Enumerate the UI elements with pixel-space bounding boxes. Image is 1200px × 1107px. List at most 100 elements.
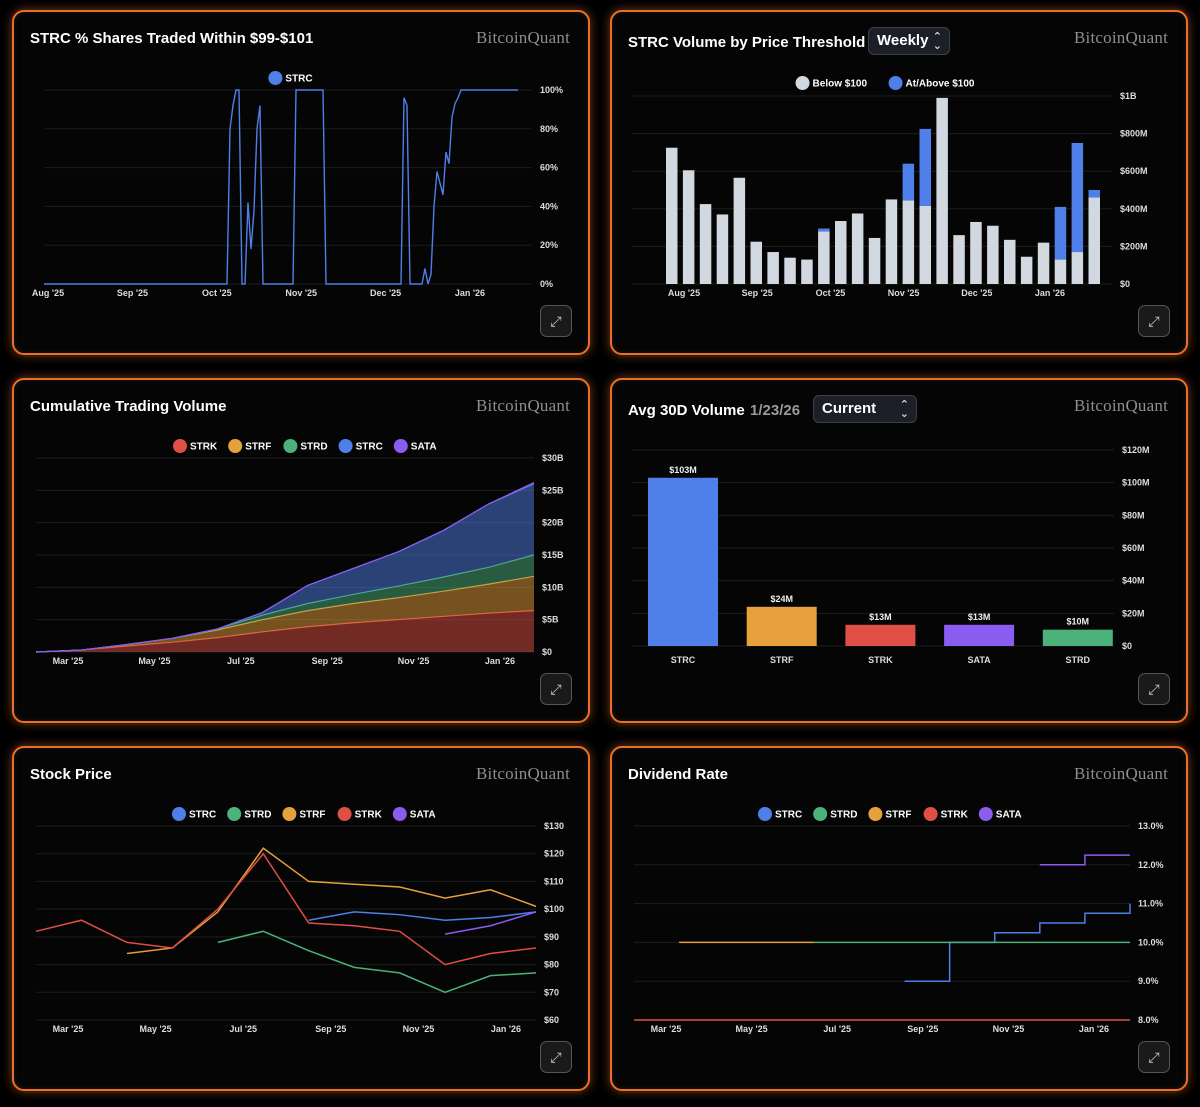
chart-strc-volume-threshold[interactable]: $0 $200M $400M $600M $800M $1B Aug '25 Sep '25 O… bbox=[612, 12, 1190, 357]
x-tick-label: Jan '26 bbox=[1079, 1024, 1109, 1034]
brand-logo: BitcoinQuant bbox=[476, 28, 570, 47]
legend-swatch bbox=[978, 807, 993, 821]
chart-subtitle-date: 1/23/26 bbox=[750, 402, 801, 419]
x-tick-label: Aug '25 bbox=[668, 288, 700, 298]
y-tick-label: $1B bbox=[1120, 91, 1137, 101]
legend-label: STRC bbox=[356, 442, 383, 453]
series-line-strd bbox=[217, 930, 537, 994]
chart-title: STRC % Shares Traded Within $99-$101 bbox=[30, 30, 314, 47]
period-select[interactable]: Current ⌃ ⌄ bbox=[813, 395, 917, 423]
legend-swatch bbox=[868, 807, 883, 821]
x-tick-label: Jan '26 bbox=[455, 288, 485, 298]
x-tick-label: Oct '25 bbox=[816, 288, 846, 298]
panel-dividend-rate: Dividend Rate BitcoinQuant 8.0% 9.0% 10.0%… bbox=[610, 746, 1188, 1091]
y-tick-label: $0 bbox=[542, 647, 552, 657]
expand-icon: ⤢ bbox=[550, 313, 562, 329]
legend-swatch bbox=[283, 439, 298, 453]
data-label: $24M bbox=[770, 594, 793, 604]
x-tick-label: STRK bbox=[868, 655, 893, 665]
y-tick-label: 10.0% bbox=[1138, 937, 1164, 947]
panel-strc-pct-within-range: STRC % Shares Traded Within $99-$101 Bit… bbox=[12, 10, 590, 355]
legend-swatch bbox=[923, 807, 938, 821]
bar-below-100 bbox=[902, 200, 915, 284]
bar-strf bbox=[746, 606, 817, 646]
y-tick-label: 13.0% bbox=[1138, 821, 1164, 831]
legend-label: STRC bbox=[189, 810, 216, 821]
legend-swatch bbox=[338, 439, 353, 453]
expand-button[interactable]: ⤢ bbox=[540, 673, 572, 705]
brand-logo: BitcoinQuant bbox=[1074, 764, 1168, 783]
bar-below-100 bbox=[1037, 242, 1050, 284]
y-tick-label: $60 bbox=[544, 1015, 559, 1025]
legend-swatch bbox=[337, 807, 352, 821]
x-tick-label: Nov '25 bbox=[285, 288, 317, 298]
legend-label: STRD bbox=[300, 442, 327, 453]
y-tick-label: 100% bbox=[540, 85, 563, 95]
bar-below-100 bbox=[868, 237, 881, 284]
legend-swatch bbox=[173, 439, 187, 453]
line-sata bbox=[35, 482, 535, 653]
chart-dividend-rate[interactable]: 8.0% 9.0% 10.0% 11.0% 12.0% 13.0% Mar '25 May '… bbox=[612, 748, 1190, 1093]
bar-below-100 bbox=[1071, 252, 1084, 284]
legend-swatch bbox=[268, 71, 283, 85]
y-tick-label: 20% bbox=[540, 240, 558, 250]
y-tick-label: 40% bbox=[540, 201, 558, 211]
bar-below-100 bbox=[1088, 197, 1100, 284]
y-tick-label: $600M bbox=[1120, 166, 1148, 176]
frequency-select[interactable]: Weekly ⌃ ⌄ bbox=[868, 27, 950, 55]
chart-title: STRC Volume by Price Threshold bbox=[628, 34, 866, 51]
bar-below-100 bbox=[970, 221, 982, 284]
series-line-strc bbox=[308, 911, 537, 921]
y-tick-label: 80% bbox=[540, 124, 558, 134]
x-tick-label: Dec '25 bbox=[961, 288, 992, 298]
chart-strc-pct-within-range[interactable]: 0% 20% 40% 60% 80% 100% Aug '25 Sep '25 Oct '25 N… bbox=[14, 12, 592, 357]
y-tick-label: 12.0% bbox=[1138, 860, 1164, 870]
y-tick-label: $60M bbox=[1122, 543, 1145, 553]
area-strc bbox=[36, 483, 534, 652]
expand-button[interactable]: ⤢ bbox=[1138, 305, 1170, 337]
brand-logo: BitcoinQuant bbox=[476, 396, 570, 415]
expand-button[interactable]: ⤢ bbox=[540, 305, 572, 337]
bar-below-100 bbox=[767, 252, 779, 284]
bar-above-100 bbox=[1054, 206, 1067, 260]
expand-button[interactable]: ⤢ bbox=[1138, 1041, 1170, 1073]
expand-icon: ⤢ bbox=[550, 681, 562, 697]
chart-stock-price[interactable]: $60 $70 $80 $90 $100 $110 $120 $130 Mar '25 May '… bbox=[14, 748, 592, 1093]
bar-below-100 bbox=[666, 147, 678, 284]
series-line-strf bbox=[126, 847, 537, 955]
y-tick-label: 11.0% bbox=[1138, 899, 1163, 909]
chart-avg-30d-volume[interactable]: $0 $20M $40M $60M $80M $100M $120M $103M STRC $24… bbox=[612, 380, 1190, 725]
bar-strd bbox=[1042, 629, 1113, 646]
x-tick-label: Sep '25 bbox=[742, 288, 773, 298]
x-tick-label: Sep '25 bbox=[117, 288, 148, 298]
series-line-sata bbox=[444, 911, 537, 935]
chart-title: Dividend Rate bbox=[628, 766, 729, 783]
legend-label: STRF bbox=[885, 810, 911, 821]
x-tick-label: Mar '25 bbox=[53, 656, 84, 666]
y-tick-label: $110 bbox=[544, 876, 564, 886]
bar-sata bbox=[944, 624, 1015, 646]
chart-cumulative-volume[interactable]: $0 $5B $10B $15B $20B $25B $30B Mar '25 May '25 J… bbox=[14, 380, 592, 725]
y-tick-label: $5B bbox=[542, 615, 559, 625]
expand-button[interactable]: ⤢ bbox=[540, 1041, 572, 1073]
chart-title: Cumulative Trading Volume bbox=[30, 398, 227, 415]
legend-swatch bbox=[172, 807, 186, 821]
expand-button[interactable]: ⤢ bbox=[1138, 673, 1170, 705]
legend-label: At/Above $100 bbox=[906, 79, 975, 90]
x-tick-label: Jul '25 bbox=[227, 656, 255, 666]
panel-cumulative-volume: Cumulative Trading Volume BitcoinQuant $… bbox=[12, 378, 590, 723]
expand-icon: ⤢ bbox=[1148, 313, 1160, 329]
y-tick-label: $10B bbox=[542, 582, 564, 592]
legend-label: SATA bbox=[996, 810, 1022, 821]
x-tick-label: May '25 bbox=[736, 1024, 768, 1034]
frequency-select-value: Weekly bbox=[877, 32, 929, 49]
y-tick-label: 8.0% bbox=[1138, 1015, 1159, 1025]
x-tick-label: STRD bbox=[1066, 655, 1091, 665]
y-tick-label: $40M bbox=[1122, 576, 1145, 586]
legend-swatch bbox=[758, 807, 772, 821]
y-tick-label: $90 bbox=[544, 932, 559, 942]
expand-icon: ⤢ bbox=[1148, 1049, 1160, 1065]
y-tick-label: $120 bbox=[544, 849, 564, 859]
period-select-value: Current bbox=[822, 400, 877, 417]
x-tick-label: Oct '25 bbox=[202, 288, 232, 298]
